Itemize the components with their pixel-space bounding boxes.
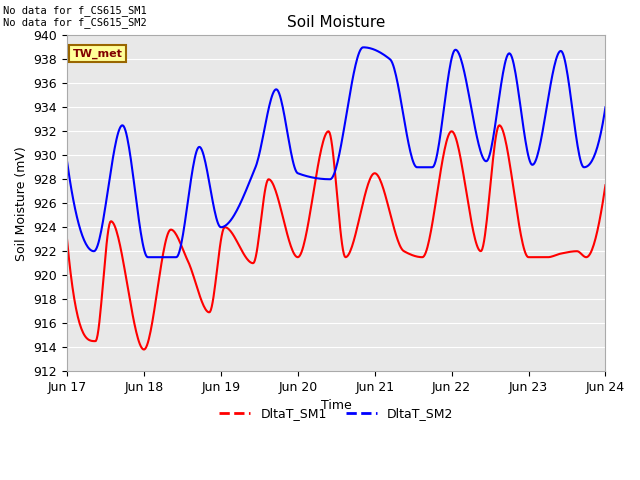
Y-axis label: Soil Moisture (mV): Soil Moisture (mV) [15,146,28,261]
Text: No data for f_CS615_SM1
No data for f_CS615_SM2: No data for f_CS615_SM1 No data for f_CS… [3,5,147,28]
Title: Soil Moisture: Soil Moisture [287,15,385,30]
Legend: DltaT_SM1, DltaT_SM2: DltaT_SM1, DltaT_SM2 [214,402,458,425]
X-axis label: Time: Time [321,399,351,412]
Text: TW_met: TW_met [72,49,122,59]
